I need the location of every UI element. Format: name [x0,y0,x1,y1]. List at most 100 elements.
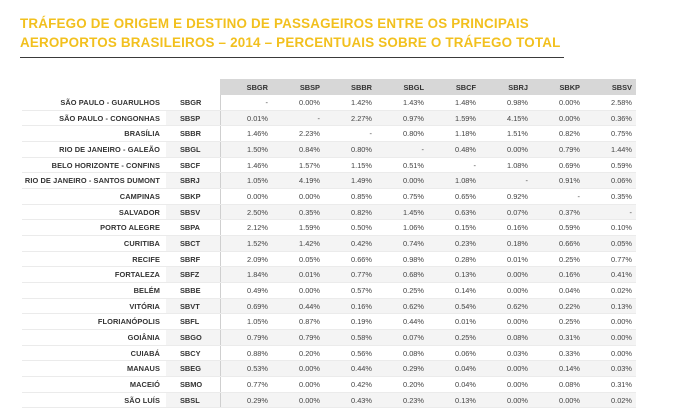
table-cell: 2.23% [272,125,324,143]
table-cell: - [584,204,636,221]
table-cell: 0.50% [324,219,376,237]
row-airport-code: SBVT [166,298,221,315]
table-cell: 0.00% [272,95,324,111]
page-title: TRÁFEGO DE ORIGEM E DESTINO DE PASSAGEIR… [20,14,561,52]
table-cell: 0.68% [376,266,428,284]
table-cell: 0.00% [480,376,532,393]
table-cell: 0.59% [584,157,636,174]
header-blank-code [166,79,220,95]
table-cell: 0.31% [584,376,636,393]
table-cell: 0.37% [532,204,584,221]
table-cell: - [220,95,272,111]
table-cell: 0.53% [220,360,272,378]
column-header-sbbr: SBBR [324,79,376,95]
table-row: SÃO LUÍS SBSL 0.29% 0.00% 0.43% 0.23% 0.13% 0.0… [22,392,636,409]
column-header-sbcf: SBCF [428,79,480,95]
row-airport-code: SBMO [166,376,221,393]
table-cell: 0.66% [324,251,376,268]
table-cell: 1.50% [220,141,272,158]
table-cell: 0.41% [584,266,636,284]
table-cell: 0.57% [324,282,376,299]
table-cell: 0.08% [480,329,532,346]
table-cell: 1.08% [480,157,532,174]
table-cell: 1.48% [428,95,480,111]
row-airport-code: SBFL [166,313,221,331]
table-cell: 0.19% [324,313,376,331]
table-cell: 0.77% [220,376,272,393]
row-airport-code: SBPA [166,219,221,237]
table-cell: 0.43% [324,392,376,409]
table-cell: 0.84% [272,141,324,158]
table-cell: 0.98% [376,251,428,268]
table-cell: 0.07% [480,204,532,221]
table-cell: 0.00% [272,392,324,409]
row-airport-code: SBGL [166,141,221,158]
table-cell: 0.79% [220,329,272,346]
table-cell: 0.29% [376,360,428,378]
table-cell: 0.82% [324,204,376,221]
table-cell: 0.00% [480,266,532,284]
table-cell: 0.25% [428,329,480,346]
table-cell: 0.13% [428,266,480,284]
table-cell: 0.42% [324,235,376,252]
table-row: CUIABÁ SBCY 0.88% 0.20% 0.56% 0.08% 0.06% 0.03%… [22,345,636,362]
table-cell: 0.25% [532,313,584,331]
row-airport-name: BRASÍLIA [22,125,166,143]
table-cell: - [324,125,376,143]
table-row: SALVADOR SBSV 2.50% 0.35% 0.82% 1.45% 0.63% 0.0… [22,204,636,221]
table-cell: 1.05% [220,172,272,190]
table-cell: 0.65% [428,188,480,205]
table-cell: 0.18% [480,235,532,252]
table-cell: 0.00% [532,392,584,409]
table-cell: 1.49% [324,172,376,190]
table-cell: 0.66% [532,235,584,252]
table-cell: 1.43% [376,95,428,111]
row-airport-name: SALVADOR [22,204,166,221]
row-airport-name: CAMPINAS [22,188,166,205]
table-cell: 0.00% [584,345,636,362]
table-row: RIO DE JANEIRO - SANTOS DUMONT SBRJ 1.05% 4… [22,172,636,190]
table-header-row: SBGR SBSP SBBR SBGL SBCF SBRJ SBKP SBSV [22,79,636,95]
table-cell: 0.08% [532,376,584,393]
table-cell: 0.80% [324,141,376,158]
table-cell: 0.05% [584,235,636,252]
table-row: RECIFE SBRF 2.09% 0.05% 0.66% 0.98% 0.28% 0.01%… [22,251,636,268]
table-cell: 0.28% [428,251,480,268]
table-cell: 0.44% [272,298,324,315]
table-row: CAMPINAS SBKP 0.00% 0.00% 0.85% 0.75% 0.65% 0.9… [22,188,636,205]
table-cell: 0.92% [480,188,532,205]
table-cell: 0.80% [376,125,428,143]
table-cell: 2.12% [220,219,272,237]
header-blank [22,79,166,95]
table-cell: 0.62% [376,298,428,315]
table-cell: 0.35% [272,204,324,221]
table-row: GOIÂNIA SBGO 0.79% 0.79% 0.58% 0.07% 0.25% 0.08… [22,329,636,346]
row-airport-name: PORTO ALEGRE [22,219,166,237]
row-airport-name: RIO DE JANEIRO - GALEÃO [22,141,166,158]
table-cell: 0.06% [428,345,480,362]
table-cell: 0.62% [480,298,532,315]
row-airport-name: BELO HORIZONTE - CONFINS [22,157,166,174]
table-cell: 0.31% [532,329,584,346]
table-cell: 0.51% [376,157,428,174]
table-cell: 0.03% [584,360,636,378]
table-cell: 0.25% [532,251,584,268]
table-cell: 1.06% [376,219,428,237]
table-cell: 0.44% [376,313,428,331]
row-airport-code: SBGR [166,95,221,111]
row-airport-name: FLORIANÓPOLIS [22,313,166,331]
table-cell: 0.91% [532,172,584,190]
traffic-table-container: SBGR SBSP SBBR SBGL SBCF SBRJ SBKP SBSV SÃO PAU… [22,79,636,409]
row-airport-name: SÃO PAULO - CONGONHAS [22,110,166,127]
table-cell: 0.44% [324,360,376,378]
table-cell: 1.46% [220,125,272,143]
table-cell: 0.01% [480,251,532,268]
table-cell: 1.18% [428,125,480,143]
table-cell: 0.33% [532,345,584,362]
table-cell: 4.15% [480,110,532,127]
table-row: MACEIÓ SBMO 0.77% 0.00% 0.42% 0.20% 0.04% 0.00%… [22,376,636,393]
table-cell: - [532,188,584,205]
table-cell: 1.59% [428,110,480,127]
table-cell: 1.51% [480,125,532,143]
table-cell: 0.00% [272,188,324,205]
